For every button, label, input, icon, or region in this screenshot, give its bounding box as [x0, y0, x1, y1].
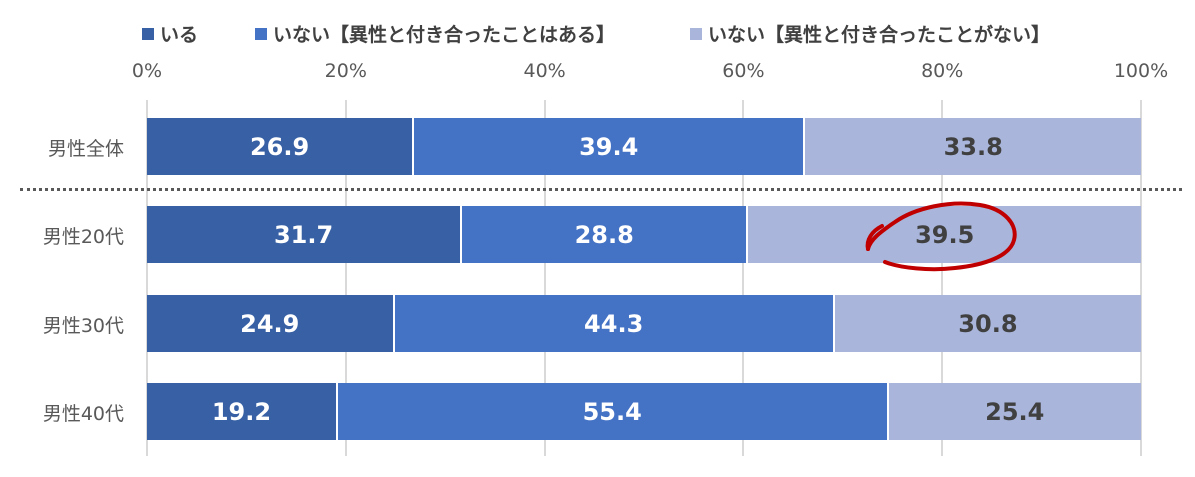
gridline	[941, 100, 944, 456]
legend-label: いない【異性と付き合ったことはある】	[273, 24, 616, 46]
x-tick-label: 40%	[523, 60, 566, 82]
bar-segment: 28.8	[462, 206, 749, 263]
gridline	[146, 100, 148, 456]
bar-segment: 39.4	[414, 118, 806, 175]
data-label: 55.4	[582, 397, 642, 426]
data-label: 25.4	[985, 397, 1045, 426]
bar-segment: 19.2	[147, 383, 338, 440]
category-label: 男性全体	[47, 138, 124, 160]
x-tick-label: 80%	[921, 60, 964, 82]
bar-segment: 30.8	[834, 295, 1141, 352]
bar-segment: 33.8	[805, 118, 1141, 175]
data-label: 28.8	[574, 220, 634, 249]
bar-segment: 25.4	[888, 383, 1141, 440]
data-label: 33.8	[943, 132, 1003, 161]
gridline	[543, 100, 546, 456]
chart-legend: いる いない【異性と付き合ったことはある】 いない【異性と付き合ったことがない】	[0, 20, 1195, 50]
bar-segment: 55.4	[337, 383, 889, 440]
legend-label: いない【異性と付き合ったことがない】	[708, 24, 1051, 46]
x-tick-label: 0%	[131, 60, 163, 82]
dotted-separator	[20, 188, 1182, 191]
legend-swatch-icon	[255, 27, 267, 40]
data-label: 44.3	[584, 309, 644, 338]
bar-segment: 24.9	[147, 295, 395, 352]
category-label: 男性20代	[42, 226, 124, 248]
gridline	[1140, 100, 1142, 456]
data-label: 30.8	[958, 309, 1018, 338]
legend-item: いる	[142, 20, 198, 47]
legend-item: いない【異性と付き合ったことがない】	[690, 20, 1050, 47]
data-label: 26.9	[249, 132, 310, 161]
legend-swatch-icon	[690, 27, 702, 40]
data-label: 39.4	[579, 132, 639, 161]
legend-swatch-icon	[142, 27, 154, 40]
gridline	[742, 100, 745, 456]
bar-segment: 31.7	[147, 206, 463, 263]
x-tick-label: 100%	[1113, 60, 1169, 82]
bar-segment: 39.5	[748, 206, 1141, 263]
data-label: 31.7	[273, 220, 334, 249]
x-tick-label: 60%	[722, 60, 765, 82]
gridline	[344, 100, 347, 456]
category-label: 男性30代	[42, 315, 124, 337]
data-label: 24.9	[240, 309, 300, 338]
bar-segment: 44.3	[394, 295, 835, 352]
bar-segment: 26.9	[147, 118, 415, 175]
data-label: 39.5	[915, 220, 975, 249]
legend-label: いる	[160, 24, 199, 46]
x-tick-label: 20%	[324, 60, 367, 82]
legend-item: いない【異性と付き合ったことはある】	[255, 20, 615, 47]
category-label: 男性40代	[42, 403, 124, 425]
data-label: 19.2	[211, 397, 272, 426]
